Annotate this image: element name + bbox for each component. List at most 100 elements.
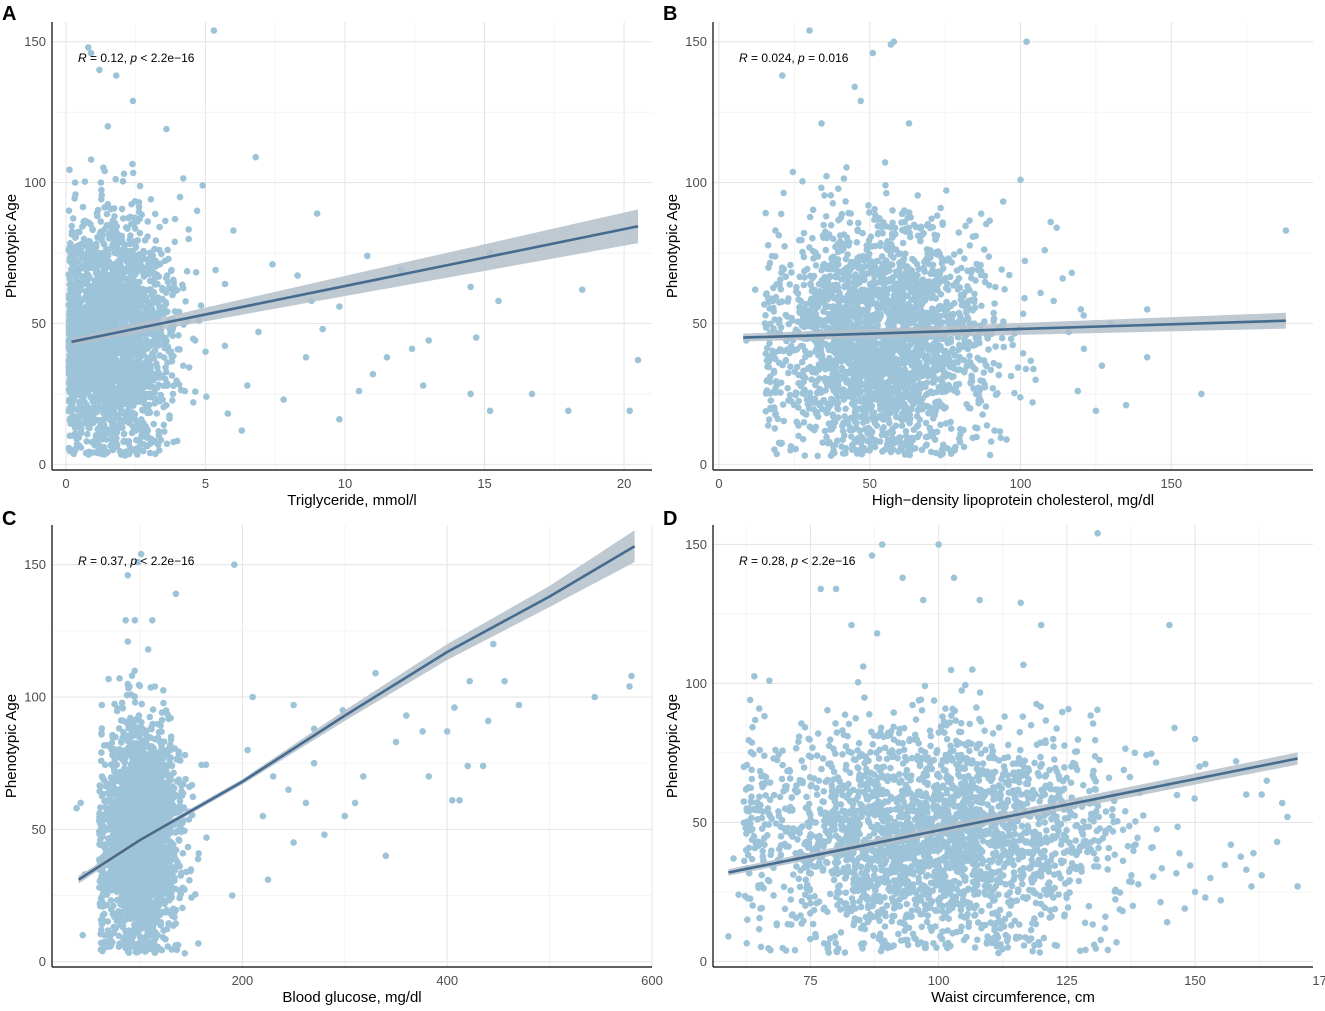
data-point bbox=[977, 267, 985, 275]
data-point bbox=[135, 208, 143, 216]
data-point bbox=[901, 359, 908, 367]
data-point bbox=[812, 262, 820, 269]
data-point bbox=[819, 439, 826, 446]
data-point bbox=[818, 277, 826, 284]
data-point bbox=[150, 293, 157, 301]
data-point bbox=[855, 219, 862, 227]
data-point bbox=[914, 192, 921, 199]
data-point bbox=[1007, 372, 1015, 380]
data-point bbox=[928, 215, 935, 222]
data-point bbox=[163, 272, 171, 279]
data-point bbox=[383, 354, 391, 361]
data-point bbox=[953, 278, 960, 286]
data-point bbox=[100, 164, 107, 171]
data-point bbox=[776, 299, 783, 306]
data-point bbox=[889, 219, 896, 227]
data-point bbox=[822, 283, 829, 291]
data-point bbox=[114, 297, 122, 305]
data-point bbox=[961, 368, 968, 376]
data-point bbox=[182, 298, 189, 305]
data-point bbox=[884, 436, 892, 444]
data-point bbox=[101, 266, 109, 274]
data-point bbox=[801, 452, 809, 459]
data-point bbox=[903, 275, 911, 282]
data-point bbox=[950, 310, 957, 318]
x-tick-label: 10 bbox=[338, 476, 352, 491]
data-point bbox=[66, 254, 74, 262]
data-point bbox=[782, 273, 790, 281]
data-point bbox=[110, 402, 117, 410]
panel-label: B bbox=[663, 3, 677, 25]
data-point bbox=[107, 354, 115, 362]
data-point bbox=[799, 409, 807, 416]
data-point bbox=[131, 446, 139, 453]
data-point bbox=[947, 302, 954, 310]
data-point bbox=[81, 217, 89, 225]
data-point bbox=[68, 373, 75, 380]
data-point bbox=[66, 337, 73, 345]
data-point bbox=[139, 365, 146, 373]
data-point bbox=[83, 362, 91, 370]
data-point bbox=[817, 352, 825, 360]
data-point bbox=[806, 244, 813, 251]
data-point bbox=[936, 335, 943, 343]
data-point bbox=[922, 419, 930, 427]
data-point bbox=[998, 334, 1006, 342]
data-point bbox=[780, 417, 788, 425]
data-point bbox=[147, 196, 155, 203]
data-point bbox=[887, 285, 894, 292]
data-point bbox=[152, 260, 159, 267]
data-point bbox=[938, 254, 945, 262]
data-point bbox=[790, 401, 798, 409]
data-point bbox=[933, 270, 940, 278]
x-tick-label: 15 bbox=[477, 476, 491, 491]
data-point bbox=[982, 403, 990, 410]
data-point bbox=[871, 205, 878, 213]
data-point bbox=[806, 363, 814, 371]
data-point bbox=[78, 319, 85, 327]
data-point bbox=[866, 250, 873, 258]
data-point bbox=[1021, 257, 1029, 265]
data-point bbox=[495, 297, 502, 305]
data-point bbox=[1003, 436, 1010, 443]
data-point bbox=[128, 309, 135, 316]
data-point bbox=[981, 381, 988, 388]
data-point bbox=[100, 392, 107, 400]
data-point bbox=[971, 341, 979, 349]
data-point bbox=[860, 408, 868, 416]
data-point bbox=[174, 437, 181, 445]
data-point bbox=[313, 210, 321, 217]
data-point bbox=[913, 299, 920, 306]
data-point bbox=[119, 178, 127, 185]
data-point bbox=[163, 125, 170, 133]
data-point bbox=[183, 268, 191, 275]
data-point bbox=[986, 217, 993, 224]
data-point bbox=[84, 450, 92, 457]
data-point bbox=[924, 255, 932, 263]
data-point bbox=[113, 232, 120, 239]
data-point bbox=[966, 352, 973, 360]
regression-line bbox=[71, 225, 639, 344]
data-point bbox=[950, 251, 958, 258]
data-point bbox=[118, 451, 125, 458]
data-point bbox=[97, 427, 104, 435]
data-point bbox=[848, 433, 855, 440]
data-point bbox=[111, 366, 119, 373]
data-point bbox=[986, 451, 994, 459]
data-point bbox=[92, 432, 100, 439]
data-point bbox=[150, 312, 158, 319]
data-point bbox=[472, 334, 480, 341]
data-point bbox=[87, 302, 95, 310]
data-point bbox=[89, 256, 96, 264]
data-point bbox=[800, 373, 808, 380]
data-point bbox=[937, 421, 944, 429]
data-point bbox=[79, 274, 87, 282]
data-point bbox=[851, 259, 859, 266]
data-point bbox=[138, 416, 145, 423]
data-point bbox=[167, 348, 175, 355]
data-point bbox=[221, 280, 229, 288]
data-point bbox=[1007, 335, 1015, 343]
data-point bbox=[956, 248, 964, 255]
data-point bbox=[884, 379, 891, 386]
data-point bbox=[832, 356, 840, 364]
